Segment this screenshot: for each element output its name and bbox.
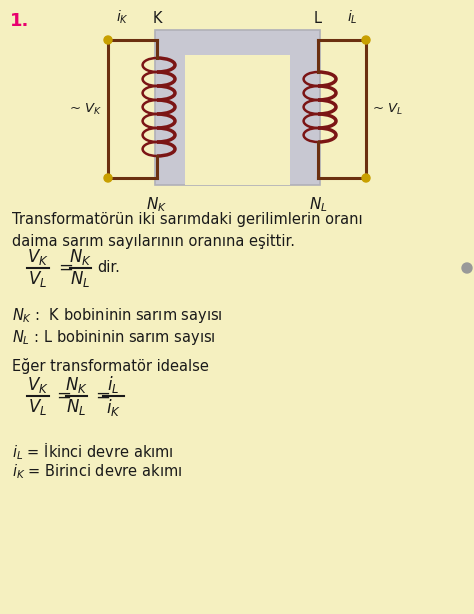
Text: $N_L$ : L bobininin sarım sayısı: $N_L$ : L bobininin sarım sayısı: [12, 328, 216, 347]
Text: $N_L$: $N_L$: [309, 195, 328, 214]
Text: $N_K$: $N_K$: [146, 195, 167, 214]
Text: $N_L$: $N_L$: [71, 269, 91, 289]
Text: $N_K$: $N_K$: [69, 247, 92, 267]
Text: K: K: [152, 11, 162, 26]
Bar: [155, 30, 320, 185]
Text: =: =: [56, 387, 72, 405]
Text: $V_L$: $V_L$: [28, 397, 47, 417]
Circle shape: [104, 174, 112, 182]
Text: ~ $V_L$: ~ $V_L$: [372, 101, 403, 117]
Text: $i_K$ = Birinci devre akımı: $i_K$ = Birinci devre akımı: [12, 462, 182, 481]
Text: 1.: 1.: [10, 12, 29, 30]
Text: $i_L$: $i_L$: [107, 374, 119, 395]
Circle shape: [462, 263, 472, 273]
Circle shape: [104, 36, 112, 44]
Text: $i_L$: $i_L$: [347, 9, 358, 26]
Text: =: =: [95, 387, 110, 405]
Text: $V_L$: $V_L$: [28, 269, 47, 289]
Text: $V_K$: $V_K$: [27, 375, 49, 395]
Text: =: =: [59, 259, 73, 277]
Text: Eğer transformatör idealse: Eğer transformatör idealse: [12, 358, 209, 374]
Text: Transformatörün iki sarımdaki gerilimlerin oranı: Transformatörün iki sarımdaki gerilimler…: [12, 212, 363, 227]
Text: $i_K$: $i_K$: [116, 9, 129, 26]
Text: $V_K$: $V_K$: [27, 247, 49, 267]
Text: daima sarım sayılarının oranına eşittir.: daima sarım sayılarının oranına eşittir.: [12, 234, 295, 249]
Text: L: L: [314, 11, 322, 26]
Text: $N_K$: $N_K$: [65, 375, 88, 395]
Text: $i_L$ = İkinci devre akımı: $i_L$ = İkinci devre akımı: [12, 440, 174, 462]
Bar: [185, 55, 290, 185]
Text: $N_L$: $N_L$: [66, 397, 87, 417]
Text: $N_K$ :  K bobininin sarım sayısı: $N_K$ : K bobininin sarım sayısı: [12, 306, 223, 325]
Text: ~ $V_K$: ~ $V_K$: [69, 101, 102, 117]
Circle shape: [362, 36, 370, 44]
Circle shape: [362, 174, 370, 182]
Text: dir.: dir.: [97, 260, 120, 276]
Text: $i_K$: $i_K$: [106, 397, 121, 418]
